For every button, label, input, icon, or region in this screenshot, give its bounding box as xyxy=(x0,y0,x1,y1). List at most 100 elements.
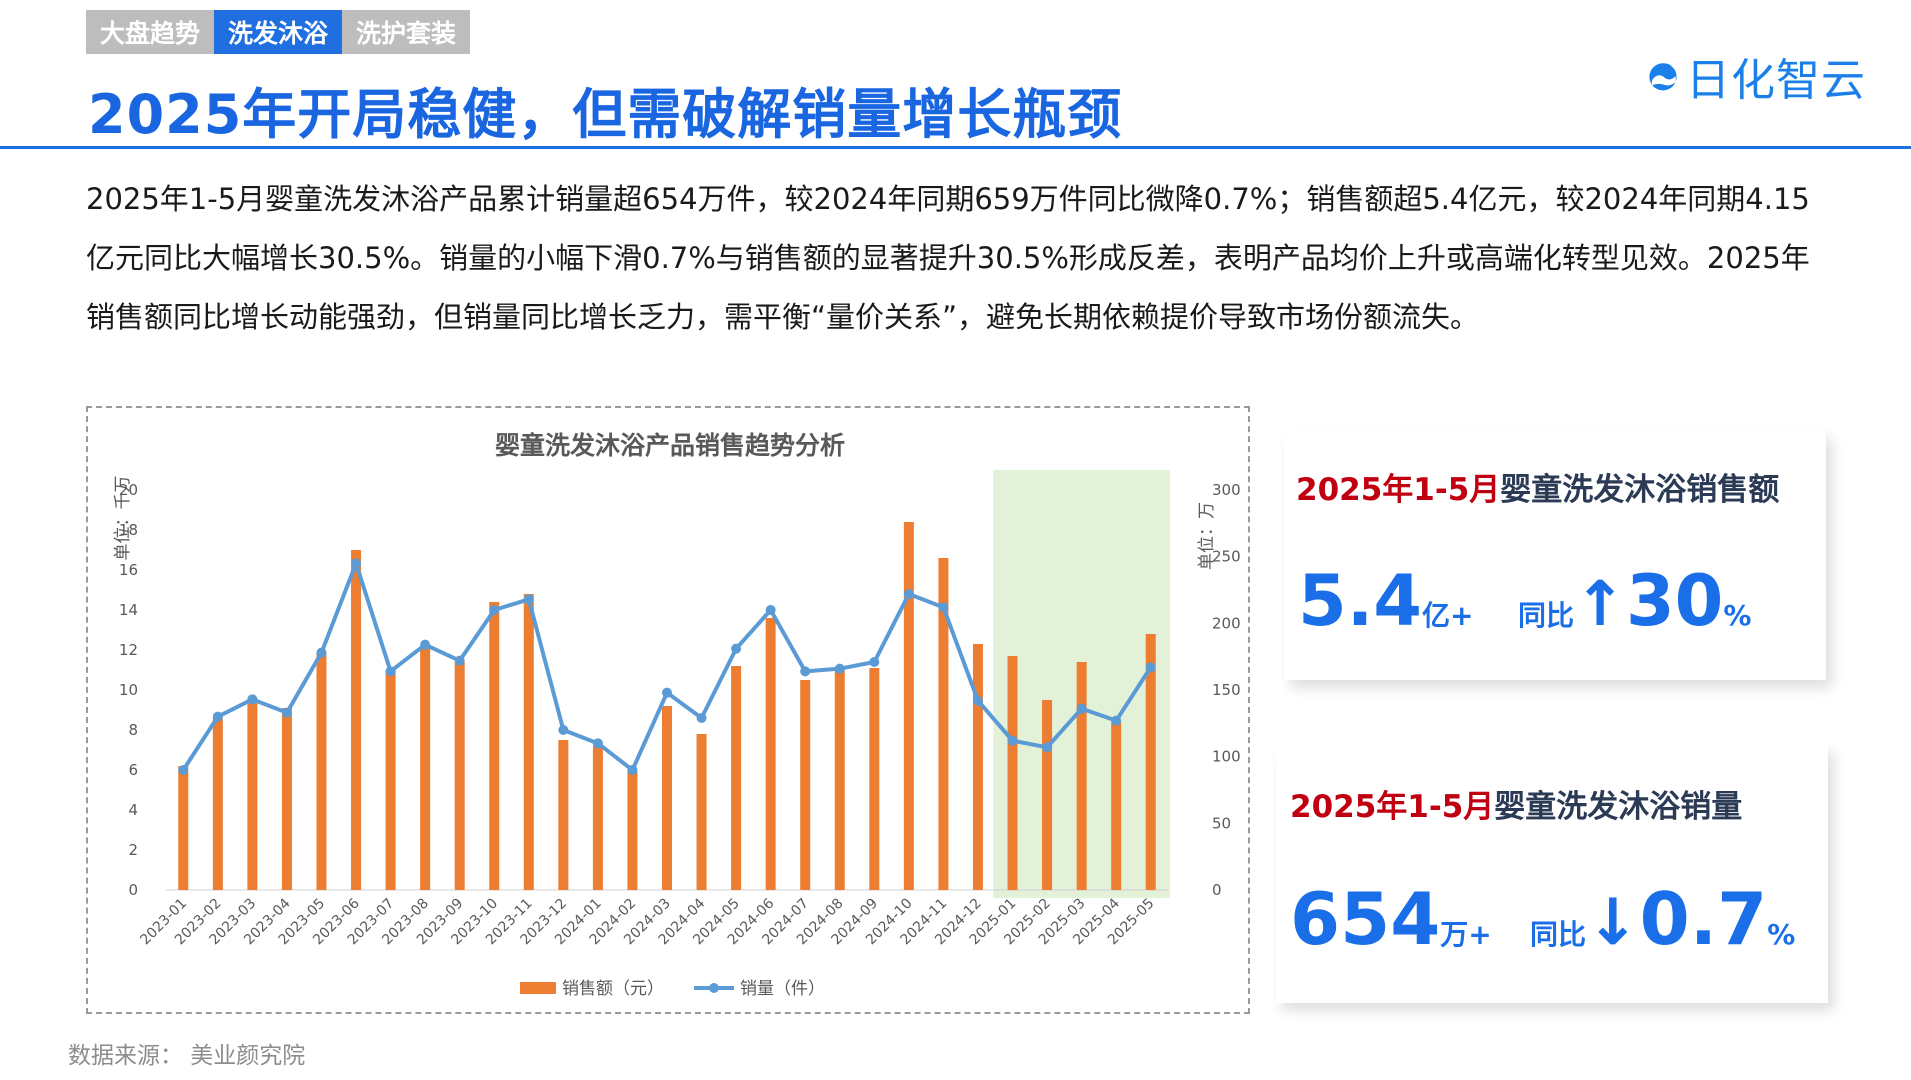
volume-point-2024-07 xyxy=(800,666,811,677)
volume-point-2024-02 xyxy=(627,765,638,775)
bar-2024-08 xyxy=(834,670,845,890)
bar-2023-06 xyxy=(351,550,362,890)
left-tick-label: 18 xyxy=(119,521,138,539)
right-tick-label: 100 xyxy=(1212,748,1241,766)
sales-value-block: 5.4亿+ xyxy=(1298,566,1473,636)
left-tick-label: 14 xyxy=(119,601,138,619)
sales-yoy-block: 同比↑30% xyxy=(1518,566,1751,636)
bar-2024-04 xyxy=(696,734,707,890)
bar-2024-07 xyxy=(800,680,811,890)
category-tabs: 大盘趋势 洗发沐浴 洗护套装 xyxy=(86,10,471,54)
volume-yoy-label: 同比 xyxy=(1530,918,1587,951)
volume-point-2024-01 xyxy=(592,738,603,749)
volume-point-2025-02 xyxy=(1042,742,1053,753)
volume-point-2024-10 xyxy=(903,589,914,599)
bar-2025-04 xyxy=(1111,722,1122,890)
volume-point-2025-01 xyxy=(1007,735,1018,746)
bar-2023-08 xyxy=(420,648,431,890)
bar-2023-11 xyxy=(523,594,534,890)
bar-2025-05 xyxy=(1145,634,1156,890)
bar-2023-04 xyxy=(281,708,292,890)
bar-2023-02 xyxy=(212,718,223,890)
legend-line-label: 销量（件） xyxy=(740,979,825,999)
left-tick-label: 12 xyxy=(119,641,138,659)
volume-point-2023-09 xyxy=(454,655,465,666)
volume-point-2023-04 xyxy=(281,707,292,718)
sales-card-title-text: 婴童洗发沐浴销售额 xyxy=(1500,472,1780,508)
bar-2024-09 xyxy=(869,668,880,890)
right-axis-label: 单位：万 xyxy=(1197,502,1217,570)
volume-card-title-period: 2025年1-5月 xyxy=(1290,789,1495,825)
sales-yoy-label: 同比 xyxy=(1518,599,1575,632)
sales-amount-card: 2025年1-5月婴童洗发沐浴销售额 5.4亿+ 同比↑30% xyxy=(1284,430,1826,680)
data-source-note: 数据来源： 美业颜究院 xyxy=(68,1043,306,1069)
bar-2023-03 xyxy=(247,698,258,890)
brand-logo: 日化智云 xyxy=(1646,36,1866,116)
right-tick-label: 300 xyxy=(1212,481,1241,499)
tab-care-set[interactable]: 洗护套装 xyxy=(356,19,457,48)
sales-card-title-period: 2025年1-5月 xyxy=(1296,472,1501,508)
bar-2023-07 xyxy=(385,670,396,890)
arrow-down-icon: ↓ xyxy=(1586,886,1640,960)
logo-text: 日化智云 xyxy=(1686,55,1866,106)
bar-2023-09 xyxy=(454,662,465,890)
volume-point-2024-11 xyxy=(938,602,949,613)
volume-card-title: 2025年1-5月婴童洗发沐浴销量 xyxy=(1290,781,1742,826)
sales-volume-card: 2025年1-5月婴童洗发沐浴销量 654万+ 同比↓0.7% xyxy=(1276,745,1828,1003)
sales-card-title: 2025年1-5月婴童洗发沐浴销售额 xyxy=(1296,464,1779,509)
summary-paragraph: 2025年1-5月婴童洗发沐浴产品累计销量超654万件，较2024年同期659万… xyxy=(86,182,1810,334)
volume-unit: 万+ xyxy=(1440,918,1492,951)
volume-point-2025-05 xyxy=(1145,662,1156,673)
legend-line-marker xyxy=(709,983,719,993)
volume-point-2024-09 xyxy=(869,657,880,667)
bar-2023-12 xyxy=(558,740,569,890)
volume-point-2025-04 xyxy=(1111,715,1122,726)
tab-market-trend[interactable]: 大盘趋势 xyxy=(100,19,201,48)
left-tick-label: 4 xyxy=(128,801,138,819)
volume-point-2023-03 xyxy=(247,694,258,705)
sales-value: 5.4 xyxy=(1298,560,1423,642)
volume-card-title-text: 婴童洗发沐浴销量 xyxy=(1494,789,1743,825)
volume-yoy-block: 同比↓0.7% xyxy=(1530,883,1795,955)
left-axis-label: 单位：千万 xyxy=(113,476,133,561)
bar-2025-02 xyxy=(1042,700,1053,890)
legend-bar-swatch xyxy=(520,982,556,994)
cloud-wave-logo-icon xyxy=(1649,63,1677,91)
volume-point-2023-06 xyxy=(351,558,362,569)
bar-2024-01 xyxy=(592,746,603,890)
volume-point-2023-08 xyxy=(420,639,431,650)
bar-2023-05 xyxy=(316,652,327,890)
left-tick-label: 10 xyxy=(119,681,138,699)
right-tick-label: 0 xyxy=(1212,881,1222,899)
bar-2024-11 xyxy=(938,558,949,890)
bar-2023-10 xyxy=(489,602,500,890)
bar-2023-01 xyxy=(178,766,189,890)
volume-point-2024-06 xyxy=(765,605,776,615)
tab-shampoo-bath[interactable]: 洗发沐浴 xyxy=(214,10,343,54)
volume-point-2025-03 xyxy=(1076,703,1087,714)
right-tick-label: 150 xyxy=(1212,681,1241,699)
volume-point-2023-02 xyxy=(212,711,223,722)
bar-2024-03 xyxy=(662,706,672,890)
left-tick-label: 8 xyxy=(128,721,138,739)
chart-svg: 婴童洗发沐浴产品销售趋势分析02468101214161820050100150… xyxy=(113,431,1241,999)
legend-bar-label: 销售额（元） xyxy=(562,979,664,999)
volume-point-2023-10 xyxy=(489,605,500,615)
volume-point-2023-01 xyxy=(178,765,189,775)
volume-yoy-unit: % xyxy=(1767,918,1796,951)
volume-point-2024-08 xyxy=(834,663,845,674)
volume-value-block: 654万+ xyxy=(1290,883,1492,955)
chart-title: 婴童洗发沐浴产品销售趋势分析 xyxy=(495,431,845,460)
bar-2024-05 xyxy=(731,666,742,890)
sales-trend-chart: 婴童洗发沐浴产品销售趋势分析 0 2 4 6 8 10 12 14 16 18 20 0 50 100 150… xyxy=(86,406,1250,1014)
volume-point-2023-05 xyxy=(316,647,327,658)
left-tick-label: 20 xyxy=(119,481,138,499)
bar-2025-03 xyxy=(1076,662,1087,890)
volume-point-2023-07 xyxy=(385,666,396,677)
arrow-up-icon: ↑ xyxy=(1574,567,1626,640)
title-divider xyxy=(0,146,1911,149)
volume-point-2023-11 xyxy=(523,594,534,605)
volume-point-2023-12 xyxy=(558,725,569,735)
left-tick-label: 0 xyxy=(128,881,138,899)
volume-point-2024-04 xyxy=(696,713,707,723)
